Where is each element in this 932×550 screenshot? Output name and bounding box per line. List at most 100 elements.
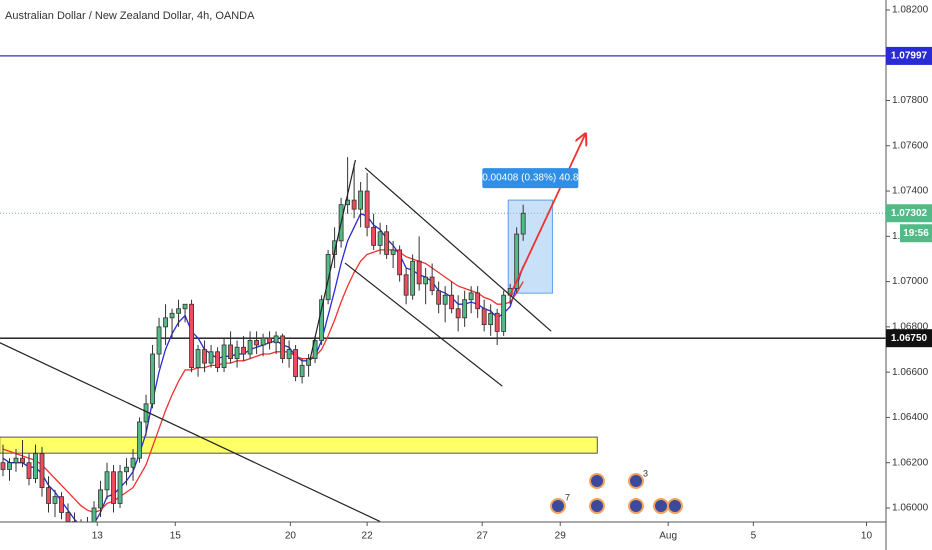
projection-arrow <box>509 135 585 296</box>
price-label: 1.07302 <box>891 208 928 219</box>
candle-body <box>39 453 45 488</box>
x-tick-label: 29 <box>555 531 567 542</box>
candle-body <box>59 496 64 513</box>
event-icon[interactable] <box>589 473 605 489</box>
candle-body <box>26 462 32 479</box>
candle-body <box>397 249 403 276</box>
candle-body <box>325 254 331 301</box>
candle-body <box>332 240 338 255</box>
candle-body <box>494 312 500 332</box>
price-label-box <box>886 329 932 348</box>
candle-body <box>124 466 129 473</box>
candle-body <box>254 340 259 346</box>
candle-body <box>488 312 494 326</box>
candle-body <box>91 507 97 522</box>
candle-body <box>319 299 325 341</box>
candle-body <box>7 462 12 470</box>
axes: 1.082001.078001.076001.074001.072001.070… <box>92 5 929 542</box>
candle-body <box>520 212 526 235</box>
event-icon[interactable] <box>628 498 644 514</box>
candle-body <box>195 349 201 369</box>
candle-body <box>182 303 188 310</box>
x-tick-label: 15 <box>170 531 182 542</box>
candle-body <box>20 457 25 464</box>
event-icons: 7 3 <box>550 468 683 514</box>
price-label-box <box>886 204 932 223</box>
candle-body <box>65 512 71 522</box>
event-icon[interactable] <box>667 498 683 514</box>
measure-label-box <box>482 168 579 189</box>
candle-body <box>306 358 312 366</box>
countdown-box <box>900 224 932 243</box>
x-tick-label: 13 <box>92 531 104 542</box>
x-tick-label: 5 <box>751 531 757 542</box>
price-label-box <box>886 46 932 65</box>
candle-body <box>46 487 51 504</box>
support-zone <box>0 436 598 454</box>
measure-label: 0.00408 (0.38%) 40.8 <box>482 173 579 184</box>
candle-body <box>111 471 116 504</box>
x-tick-label: Aug <box>659 531 677 542</box>
candle-body <box>0 462 6 470</box>
candle-body <box>364 190 370 228</box>
trendline <box>364 167 552 332</box>
event-icon[interactable] <box>589 498 605 514</box>
candle-body <box>299 364 305 378</box>
candle-body <box>176 308 181 314</box>
trendline <box>344 262 503 387</box>
candle-body <box>104 471 110 491</box>
y-tick-label: 1.07000 <box>892 276 929 287</box>
candle-body <box>462 299 468 319</box>
event-icon[interactable] <box>628 473 644 489</box>
candle-body <box>429 276 435 292</box>
candle-body <box>358 190 364 210</box>
candle-body <box>52 496 58 504</box>
candle-body <box>221 344 227 369</box>
candle-body <box>169 312 175 319</box>
price-label: 1.06750 <box>891 333 928 344</box>
candle-body <box>143 403 149 423</box>
candle-body <box>423 276 429 285</box>
event-icon[interactable] <box>653 498 669 514</box>
event-icon[interactable] <box>550 498 566 514</box>
x-tick-label: 10 <box>861 531 873 542</box>
candle-body <box>241 346 246 355</box>
y-tick-label: 1.06200 <box>892 457 929 468</box>
candle-body <box>156 326 162 355</box>
candle-body <box>208 351 214 364</box>
y-tick-label: 1.08200 <box>892 5 929 16</box>
candle-body <box>501 294 507 332</box>
candle-body <box>416 260 422 285</box>
y-tick-label: 1.07800 <box>892 95 929 106</box>
candle-body <box>247 340 253 355</box>
event-badge: 3 <box>643 468 648 478</box>
candle-body <box>280 335 286 359</box>
event-badge: 7 <box>565 492 570 502</box>
candle-body <box>163 317 168 328</box>
candle-body <box>33 453 38 479</box>
candle-body <box>293 349 299 378</box>
candle-body <box>234 346 240 359</box>
candle-body <box>286 349 292 359</box>
candle-body <box>442 294 448 305</box>
y-tick-label: 1.06400 <box>892 412 929 423</box>
y-tick-label: 1.06000 <box>892 503 929 514</box>
candle-body <box>403 274 409 296</box>
candle-body <box>273 335 279 344</box>
x-tick-label: 20 <box>285 531 297 542</box>
candle-body <box>377 231 383 246</box>
candle-body <box>371 226 377 246</box>
candle-body <box>267 337 273 344</box>
candle-body <box>481 308 487 326</box>
candle-body <box>13 457 19 464</box>
chart-title: Australian Dollar / New Zealand Dollar, … <box>5 10 255 22</box>
y-tick-label: 1.07400 <box>892 186 929 197</box>
candle-body <box>475 292 481 310</box>
x-tick-label: 22 <box>362 531 374 542</box>
candle-body <box>449 294 455 310</box>
plot-area <box>0 55 886 522</box>
candle-body <box>215 351 220 369</box>
x-tick-label: 27 <box>477 531 489 542</box>
